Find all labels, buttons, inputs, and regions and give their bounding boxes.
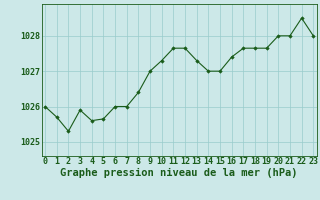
X-axis label: Graphe pression niveau de la mer (hPa): Graphe pression niveau de la mer (hPa) xyxy=(60,168,298,178)
